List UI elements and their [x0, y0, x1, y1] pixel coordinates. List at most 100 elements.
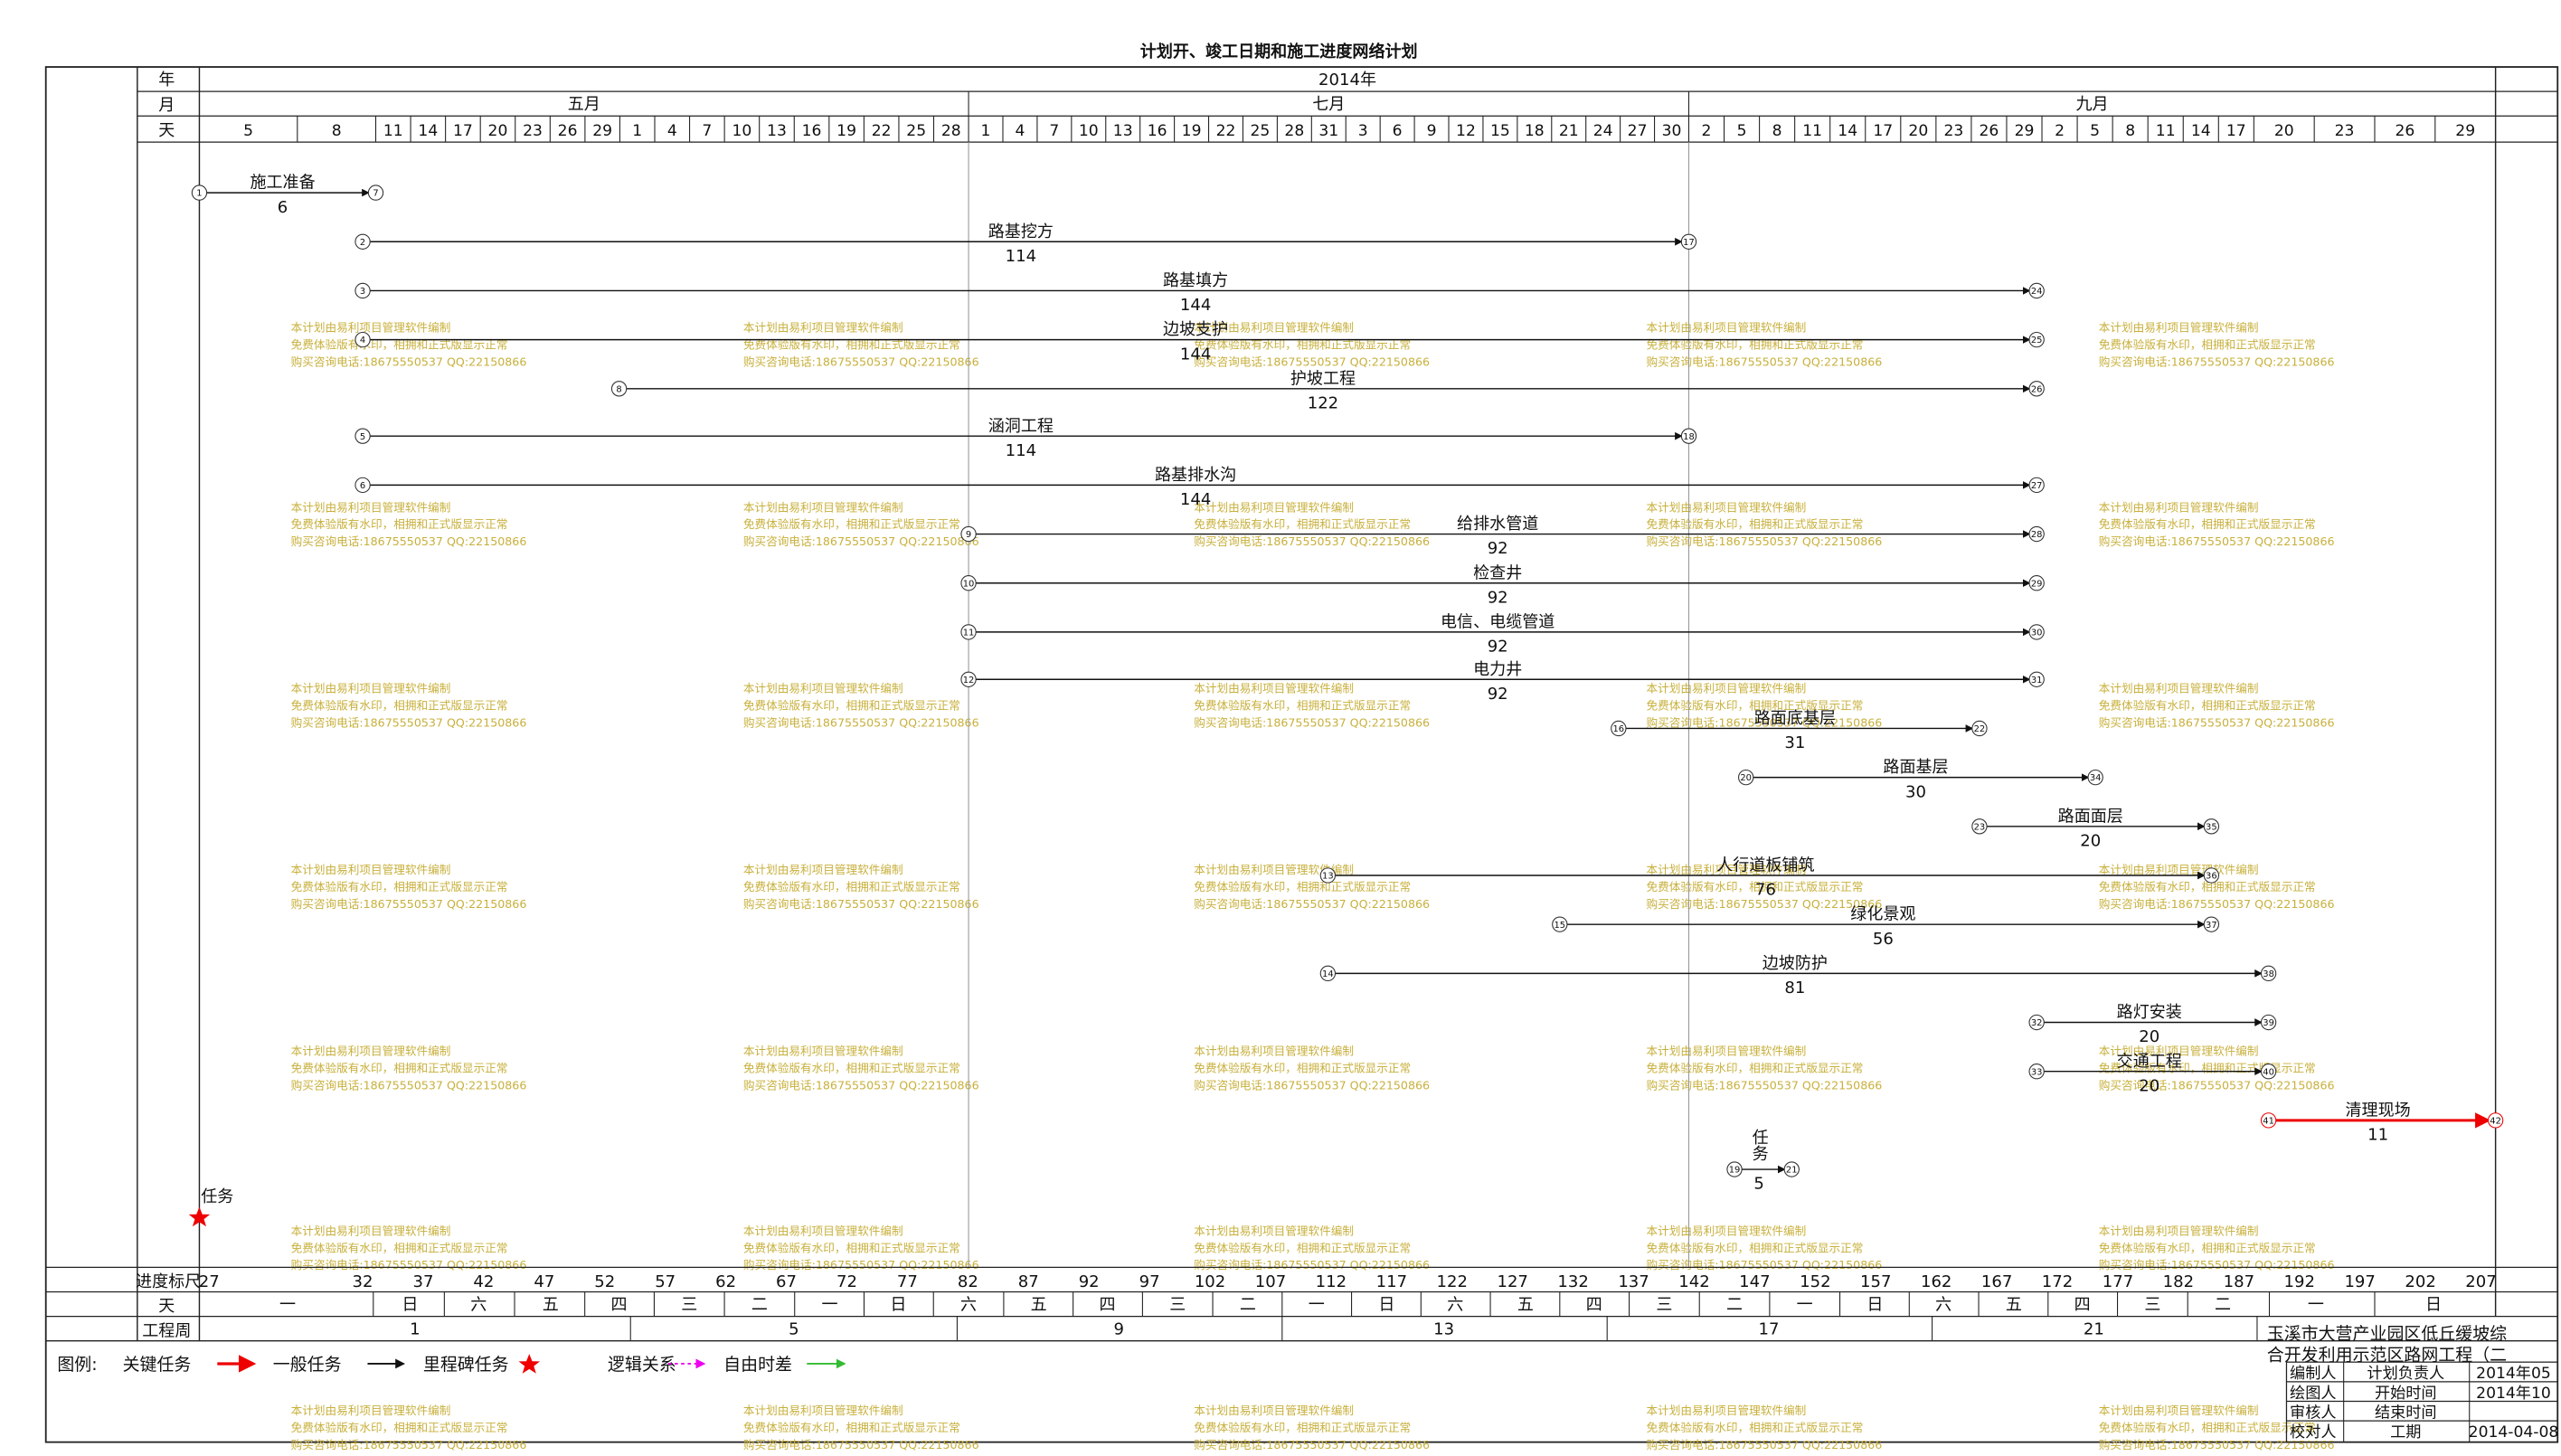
watermark: 免费体验版有水印，相拥和正式版显示正常 [743, 1241, 960, 1254]
scale-tick: 77 [897, 1272, 918, 1291]
scale-tick: 47 [534, 1272, 554, 1291]
weekday: 二 [2215, 1295, 2231, 1314]
node [2203, 867, 2220, 884]
weekday: 二 [1240, 1295, 1256, 1314]
weekday: 二 [1726, 1295, 1743, 1314]
day: 28 [941, 122, 961, 140]
day: 24 [1593, 122, 1613, 140]
node [1783, 1161, 1800, 1177]
weekday: 日 [1866, 1295, 1883, 1314]
node-number: 17 [1683, 238, 1695, 248]
node [960, 671, 977, 687]
node-number: 24 [2031, 287, 2043, 297]
info-label: 编制人 [2290, 1365, 2336, 1383]
day: 4 [1016, 122, 1025, 140]
day: 30 [1662, 122, 1682, 140]
task-name: 边坡防护 [1762, 954, 1828, 973]
watermark: 免费体验版有水印，相拥和正式版显示正常 [743, 1421, 960, 1434]
watermark: 免费体验版有水印，相拥和正式版显示正常 [743, 517, 960, 531]
day: 2 [2055, 122, 2065, 140]
day: 5 [243, 122, 253, 140]
weekday: 三 [681, 1295, 697, 1314]
scale-tick: 82 [958, 1272, 978, 1291]
watermark: 免费体验版有水印，相拥和正式版显示正常 [2099, 517, 2316, 531]
watermark: 免费体验版有水印，相拥和正式版显示正常 [1647, 699, 1864, 713]
day: 8 [1772, 122, 1782, 140]
task-name: 交通工程 [2117, 1052, 2182, 1071]
scale-tick: 67 [776, 1272, 797, 1291]
watermark: 本计划由易利项目管理软件编制 [743, 321, 903, 335]
info-label: 校对人 [2290, 1423, 2336, 1442]
weekday: 四 [611, 1295, 628, 1314]
node [2203, 916, 2220, 932]
node-number: 15 [1554, 921, 1565, 931]
watermark: 购买咨询电话:18675550537 QQ:22150866 [743, 1079, 979, 1092]
day: 10 [732, 122, 752, 140]
watermark: 本计划由易利项目管理软件编制 [291, 321, 451, 335]
watermark: 本计划由易利项目管理软件编制 [291, 1404, 451, 1417]
task-name: 检查井 [1473, 563, 1522, 582]
task-duration: 92 [1488, 685, 1508, 704]
node [2028, 525, 2045, 543]
day: 29 [2015, 122, 2035, 140]
watermark: 本计划由易利项目管理软件编制 [1194, 1045, 1354, 1058]
watermark: 免费体验版有水印，相拥和正式版显示正常 [743, 338, 960, 352]
node-number: 28 [2031, 530, 2043, 540]
node [191, 184, 208, 201]
scale-tick: 142 [1678, 1272, 1709, 1291]
node [2260, 1014, 2277, 1031]
year: 2014年 [1318, 71, 1376, 90]
week: 9 [1113, 1319, 1123, 1338]
watermark: 购买咨询电话:18675550537 QQ:22150866 [291, 534, 527, 548]
day: 12 [1456, 122, 1476, 140]
task-duration: 31 [1784, 733, 1805, 752]
node-number: 32 [2031, 1018, 2043, 1028]
node-number: 10 [963, 579, 975, 589]
week: 1 [410, 1319, 420, 1338]
weekday: 三 [1656, 1295, 1672, 1314]
weekday: 五 [543, 1295, 559, 1314]
watermark: 本计划由易利项目管理软件编制 [291, 682, 451, 695]
watermark: 购买咨询电话:18675550537 QQ:22150866 [291, 1438, 527, 1451]
node [2087, 769, 2103, 786]
watermark: 免费体验版有水印，相拥和正式版显示正常 [291, 1241, 508, 1254]
watermark: 购买咨询电话:18675550537 QQ:22150866 [1647, 355, 1883, 369]
watermark: 免费体验版有水印，相拥和正式版显示正常 [1194, 338, 1411, 352]
weekday: 五 [1031, 1295, 1047, 1314]
info-table [2285, 1361, 2558, 1443]
node-number: 38 [2263, 969, 2274, 979]
watermark: 购买咨询电话:18675550537 QQ:22150866 [1647, 897, 1883, 911]
day: 7 [1049, 122, 1059, 140]
watermark: 购买咨询电话:18675550537 QQ:22150866 [1647, 1079, 1883, 1092]
day: 19 [836, 122, 856, 140]
node-number: 27 [2031, 481, 2043, 491]
watermark: 购买咨询电话:18675550537 QQ:22150866 [1647, 1438, 1883, 1451]
weekday: 日 [402, 1295, 418, 1314]
task-name: 人行道板铺筑 [1716, 856, 1814, 875]
scale-tick: 187 [2224, 1272, 2254, 1291]
scale-tick: 57 [655, 1272, 676, 1291]
milestone-star [188, 1206, 211, 1227]
node-number: 39 [2263, 1018, 2274, 1028]
day: 26 [2395, 122, 2415, 140]
info-value: 2014年10 [2476, 1385, 2551, 1403]
node-number: 6 [360, 481, 365, 491]
month: 五月 [568, 95, 600, 114]
scale-tick: 27 [199, 1272, 220, 1291]
watermark: 购买咨询电话:18675550537 QQ:22150866 [1194, 1079, 1430, 1092]
node [367, 184, 384, 201]
watermark: 本计划由易利项目管理软件编制 [2099, 863, 2259, 876]
watermark: 本计划由易利项目管理软件编制 [1194, 863, 1354, 876]
day: 4 [667, 122, 677, 140]
watermark: 免费体验版有水印，相拥和正式版显示正常 [2099, 1241, 2316, 1254]
task-name: 电信、电缆管道 [1441, 612, 1555, 631]
task-name: 边坡支护 [1163, 320, 1228, 339]
task-duration: 20 [2139, 1076, 2159, 1095]
watermark: 免费体验版有水印，相拥和正式版显示正常 [291, 338, 508, 352]
watermark: 本计划由易利项目管理软件编制 [291, 863, 451, 876]
node [2028, 1064, 2045, 1080]
node-number: 33 [2031, 1067, 2043, 1077]
node [1319, 867, 1337, 884]
info-value: 2014-04-08 [2469, 1423, 2559, 1442]
scale-tick: 167 [1981, 1272, 2012, 1291]
